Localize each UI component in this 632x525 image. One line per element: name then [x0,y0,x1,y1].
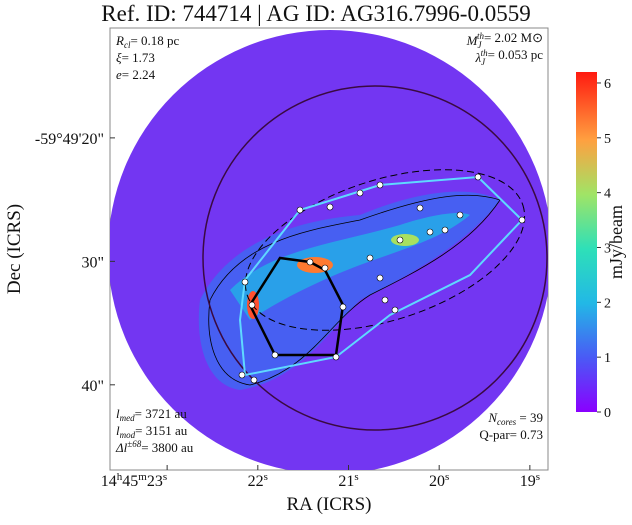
annotation-text: = 2.24 [122,67,156,82]
colorbar-tick-label: 3 [604,241,611,256]
x-tick-label: 19s [520,471,540,490]
annotation-symbol: Δl [115,440,128,455]
annotation-superscript: th [477,31,485,41]
x-tick-label: 14h45m23s [101,471,167,490]
annotation-text: = 0.053 pc [488,47,544,62]
annotation-subscript: cl [124,40,131,50]
colorbar-tick-label: 4 [604,187,611,202]
annotation-subscript: cores [497,417,517,427]
annotation: lmod= 3151 au [116,423,188,440]
colorbar-tick-label: 1 [604,351,611,366]
annotation-symbol: l [116,423,120,438]
contour [208,194,501,386]
annotation: Q-par= 0.73 [479,427,543,442]
annotation-subscript: mod [120,430,136,440]
annotation-text: = 0.18 pc [130,33,179,48]
annotation-text: = 3151 au [135,423,188,438]
colorbar-tick-label: 0 [604,406,611,421]
aperture [202,85,548,431]
ellipse-fit [244,169,526,331]
peak [391,234,419,246]
annotation-text: = 1.73 [122,50,155,65]
annotation: Δl±68= 3800 au [115,439,194,455]
cores [238,173,526,384]
annotation-superscript: ±68 [127,439,141,449]
annotation: lmed= 3721 au [116,406,187,423]
x-tick-label: 20s [429,471,449,490]
annotation-symbol: l [116,406,120,421]
mst [248,256,345,357]
colorbar-tick-label: 5 [604,132,611,147]
colorbar-label: mJy/beam [606,205,626,279]
annotation-symbol: λ [474,50,481,65]
annotation-text: = 3800 au [141,440,194,455]
annotation: Ncores = 39 [487,410,543,427]
annotation-text: Q-par= 0.73 [479,427,543,442]
map [110,30,548,470]
annotation-symbol: M [466,33,479,48]
annotation-text: = 39 [516,410,543,425]
annotation-subscript: med [120,413,135,423]
annotation-symbol: e [116,67,122,82]
y-tick-label: 40" [81,378,104,395]
colorbar-tick-label: 6 [604,77,611,92]
annotation-symbol: R [115,33,124,48]
annotation-subscript: J [481,57,486,67]
x-axis-label: RA (ICRS) [287,494,372,515]
y-tick-label: 30" [81,254,104,271]
annotation: λJth= 0.053 pc [474,47,543,67]
annotation: MJth= 2.02 M⊙ [466,30,543,50]
hull [238,175,524,377]
x-tick-label: 22s [248,471,268,490]
colorbar-tick-label: 2 [604,296,611,311]
annotation-superscript: th [481,48,489,58]
annotation: Rcl= 0.18 pc [115,33,180,50]
y-tick-label: -59°49'20" [35,131,104,148]
annotation-symbol: N [487,410,498,425]
colorbar [576,72,597,412]
annotation-subscript: J [477,40,482,50]
annotation: e= 2.24 [116,67,156,82]
annotation-symbol: ξ [116,50,122,65]
x-tick-label: 21s [338,471,358,490]
y-axis-label: Dec (ICRS) [4,204,25,294]
title: Ref. ID: 744714 | AG ID: AG316.7996-0.05… [101,1,530,26]
annotation: ξ= 1.73 [116,50,155,65]
annotation-text: = 2.02 M⊙ [484,30,543,45]
annotation-text: = 3721 au [135,406,188,421]
